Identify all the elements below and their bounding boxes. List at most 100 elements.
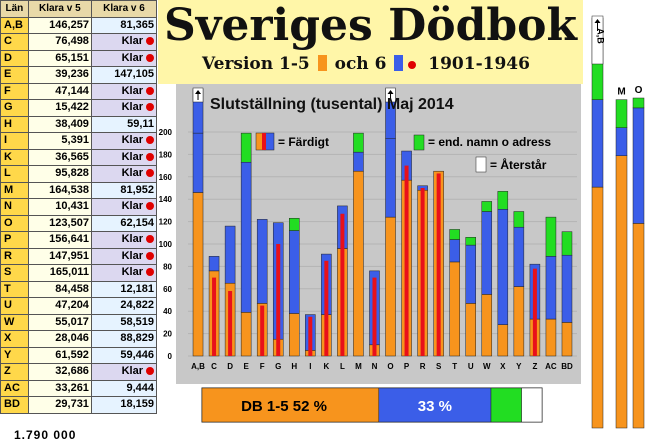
klara-v5-cell: 165,011: [27, 264, 92, 282]
red-dot-icon: [146, 103, 154, 112]
y-tick-label: 100: [159, 240, 173, 249]
y-tick-label: 40: [163, 307, 172, 316]
klara-v5-cell: 36,565: [27, 148, 92, 166]
klara-v6-cell: 59,446: [90, 346, 158, 364]
klara-v5-cell: 65,151: [27, 49, 92, 67]
bar-segment-green: [513, 211, 525, 228]
klara-v6-cell: 24,822: [90, 297, 158, 315]
klara-v6-cell: 58,519: [90, 313, 158, 331]
bar-segment-blue: [481, 211, 493, 295]
lan-cell: E: [0, 66, 29, 84]
bar-segment-orange: [513, 286, 525, 357]
bar-segment-orange: [497, 324, 509, 357]
bar-chart: 0 20 40 60 80 100 120 140 160 180 200 A,B C D E F G H I K L M…: [159, 84, 581, 384]
lan-cell: K: [0, 148, 29, 166]
bar-segment-blue: [224, 225, 236, 284]
klara-v5-cell: 146,257: [27, 16, 92, 34]
klara-v5-cell: 15,422: [27, 99, 92, 117]
klara-v6-value: Klar: [121, 365, 143, 378]
lan-cell: I: [0, 132, 29, 150]
klara-v6-value: 147,105: [114, 68, 154, 81]
bar-segment-blue: [449, 239, 460, 263]
summary-blue-pct: 33 %: [418, 398, 452, 415]
x-tick-label: Y: [516, 362, 522, 371]
klara-v5-cell: 38,409: [27, 115, 92, 133]
bar-segment-red: [372, 277, 377, 356]
table-header-row: Län Klara v 5 Klara v 6: [0, 0, 158, 18]
county-table: Län Klara v 5 Klara v 6 A,B 146,257 81,365…: [0, 0, 158, 414]
x-tick-label: U: [468, 362, 474, 371]
bar-segment-orange: [240, 312, 252, 357]
table-row: K 36,565 Klar: [0, 148, 158, 166]
bar-segment-red: [212, 277, 217, 356]
bar-segment-blue: [513, 226, 525, 287]
klara-v6-value: Klar: [121, 84, 143, 97]
klara-v6-cell: Klar: [90, 33, 158, 51]
x-tick-label: L: [340, 362, 345, 371]
subtitle-och: och 6: [334, 54, 387, 74]
x-tick-label: E: [243, 362, 249, 371]
bar-segment-red: [404, 165, 409, 356]
klara-v5-cell: 39,236: [27, 66, 92, 84]
klara-v5-cell: 55,017: [27, 313, 92, 331]
bar-segment-orange: [465, 303, 476, 357]
lan-cell: W: [0, 313, 29, 331]
bar-segment-red: [420, 188, 425, 356]
klara-v6-cell: 12,181: [90, 280, 158, 298]
legend-swatch-blue: [264, 132, 275, 151]
red-dot-icon: [146, 37, 154, 46]
klara-v6-cell: Klar: [90, 264, 158, 282]
bar-segment-green: [545, 216, 557, 257]
klara-v6-cell: 88,829: [90, 330, 158, 348]
klara-v5-cell: 147,951: [27, 247, 92, 265]
blue-swatch-icon: [394, 55, 404, 71]
red-dot-icon: [146, 235, 154, 244]
klara-v5-cell: 156,641: [27, 231, 92, 249]
klara-v6-cell: Klar: [90, 165, 158, 183]
klara-v6-value: Klar: [121, 233, 143, 246]
legend-label-end-namn: = end. namn o adress: [428, 135, 551, 149]
y-tick-label: 20: [163, 330, 172, 339]
lan-cell: C: [0, 33, 29, 51]
klara-v6-value: Klar: [121, 200, 143, 213]
table-row: T 84,458 12,181: [0, 280, 158, 298]
version-subtitle: Version 1-5 och 6 1901-1946: [202, 54, 530, 74]
side-bar-label-box: [591, 15, 604, 65]
lan-cell: Z: [0, 363, 29, 381]
klara-v6-cell: Klar: [90, 231, 158, 249]
side-bar-segment-green: [632, 97, 645, 109]
lan-cell: L: [0, 165, 29, 183]
klara-v6-value: Klar: [121, 266, 143, 279]
klara-v6-value: 59,446: [120, 348, 154, 361]
klara-v6-value: Klar: [121, 167, 143, 180]
klara-v5-cell: 33,261: [27, 379, 92, 397]
chart-title: Slutställning (tusental) Maj 2014: [210, 96, 454, 113]
y-tick-label: 60: [163, 285, 172, 294]
lan-cell: G: [0, 99, 29, 117]
table-row: Z 32,686 Klar: [0, 363, 158, 381]
side-bar-label: O: [635, 85, 643, 96]
klara-v5-cell: 123,507: [27, 214, 92, 232]
klara-v6-value: 59,11: [127, 117, 154, 130]
header-lan: Län: [0, 0, 29, 18]
legend-label-fardigt: = Färdigt: [278, 135, 329, 149]
summary-bar: DB 1-5 52 % 33 %: [198, 384, 556, 436]
table-row: A,B 146,257 81,365: [0, 16, 158, 34]
legend-swatch-white: [475, 156, 487, 173]
x-tick-label: D: [227, 362, 233, 371]
header-klara-v6: Klara v 6: [90, 0, 158, 18]
table-row: AC 33,261 9,444: [0, 379, 158, 397]
bar-segment-orange: [289, 313, 300, 357]
side-bar-segment-orange: [591, 186, 604, 429]
red-dot-icon: [146, 86, 154, 95]
bar-segment-blue: [545, 256, 557, 320]
y-tick-label: 200: [159, 128, 173, 137]
bar-segment-green: [353, 132, 364, 153]
klara-v6-cell: Klar: [90, 132, 158, 150]
table-row: G 15,422 Klar: [0, 99, 158, 117]
table-row: BD 29,731 18,159: [0, 396, 158, 414]
table-row: L 95,828 Klar: [0, 165, 158, 183]
bar-segment-orange: [385, 216, 396, 357]
klara-v6-cell: 81,365: [90, 16, 158, 34]
bar-segment-orange: [561, 322, 573, 357]
